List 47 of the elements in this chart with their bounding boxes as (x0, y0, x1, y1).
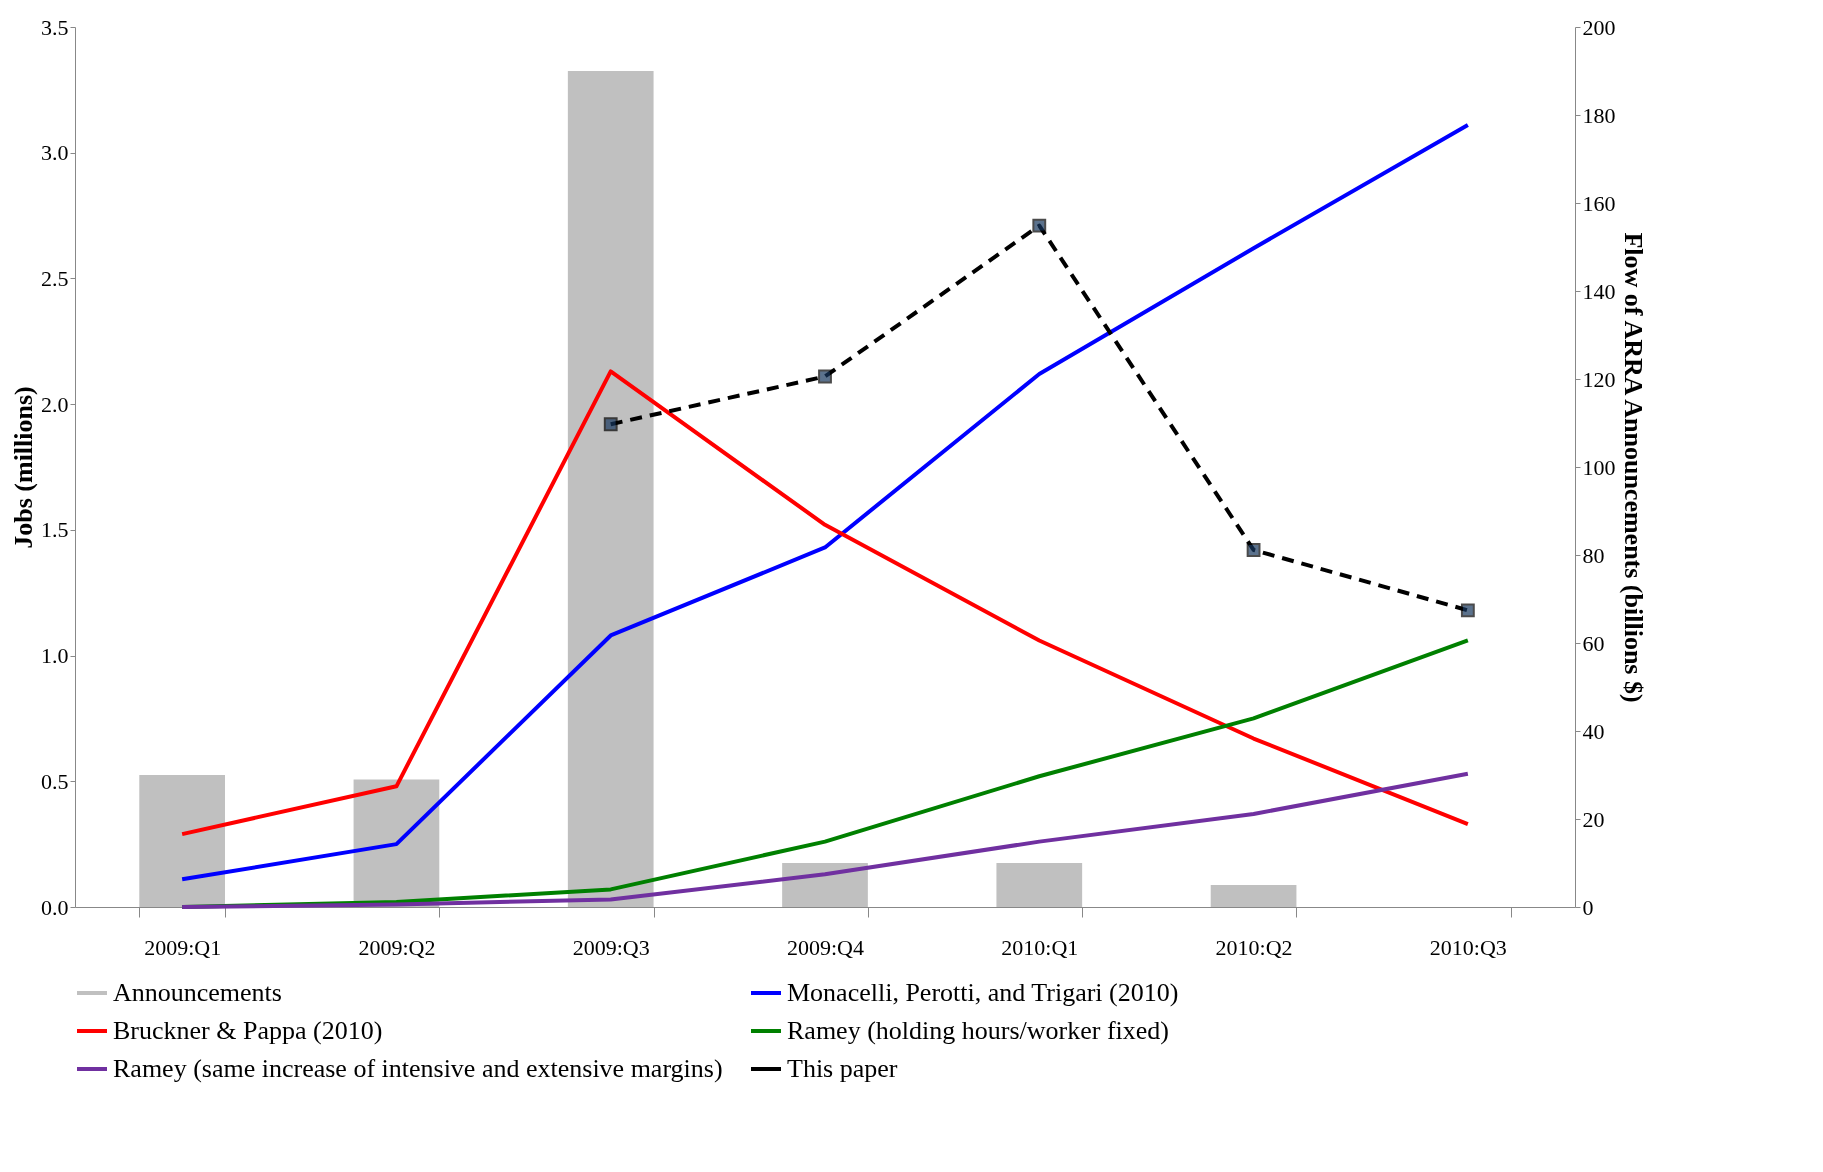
y2-tick-label: 80 (1582, 542, 1605, 568)
x-tick-label: 2009:Q1 (144, 934, 222, 960)
bar (567, 71, 654, 907)
bar (782, 863, 868, 907)
y2-tick-label: 0 (1582, 894, 1594, 920)
point (1460, 603, 1475, 618)
legend-label: Ramey (same increase of intensive and extensive margins) (113, 1054, 723, 1083)
y-tick-label: 1.5 (41, 517, 69, 543)
line-series (180, 123, 1470, 882)
y2-tick-label: 100 (1582, 454, 1616, 480)
y2-tick-label: 20 (1582, 806, 1605, 832)
x-tick-label: 2009:Q3 (572, 934, 650, 960)
point (1032, 218, 1047, 233)
legend-label: Monacelli, Perotti, and Trigari (2010) (787, 978, 1179, 1007)
point (818, 369, 832, 384)
legend-label: Announcements (113, 978, 282, 1007)
y-tick-label: 3.5 (41, 14, 69, 40)
y2-tick-label: 180 (1582, 102, 1616, 128)
x-tick-label: 2010:Q2 (1215, 934, 1293, 960)
legend-label: Bruckner & Pappa (2010) (113, 1016, 383, 1045)
x-tick-label: 2009:Q2 (358, 934, 436, 960)
line-series (180, 369, 1470, 837)
y2-tick-label: 200 (1582, 14, 1616, 40)
y-tick-label: 0.5 (41, 768, 69, 794)
bar (1210, 885, 1297, 907)
y-tick-label: 1.0 (41, 643, 69, 669)
point (1246, 543, 1261, 557)
y2-axis-title: Flow of ARRA Announcements (billions $) (1618, 232, 1648, 703)
bar (139, 775, 225, 907)
x-tick-label: 2010:Q3 (1429, 934, 1507, 960)
y2-tick-label: 120 (1582, 366, 1616, 392)
x-tick-label: 2010:Q1 (1001, 934, 1079, 960)
bar (996, 863, 1083, 907)
line-series (180, 771, 1470, 909)
y2-tick-label: 160 (1582, 190, 1616, 216)
y-tick-label: 0.0 (41, 894, 69, 920)
legend-label: Ramey (holding hours/worker fixed) (787, 1016, 1169, 1045)
legend-label: This paper (787, 1054, 898, 1083)
point (603, 417, 618, 432)
y2-tick-label: 60 (1582, 630, 1605, 656)
y-tick-label: 2.0 (41, 391, 69, 417)
y-axis-title: Jobs (millions) (9, 386, 38, 549)
x-tick-label: 2009:Q4 (787, 934, 864, 960)
y2-tick-label: 140 (1582, 278, 1616, 304)
y-tick-label: 3.0 (41, 140, 69, 166)
y2-tick-label: 40 (1582, 718, 1605, 744)
y-tick-label: 2.5 (41, 265, 69, 291)
